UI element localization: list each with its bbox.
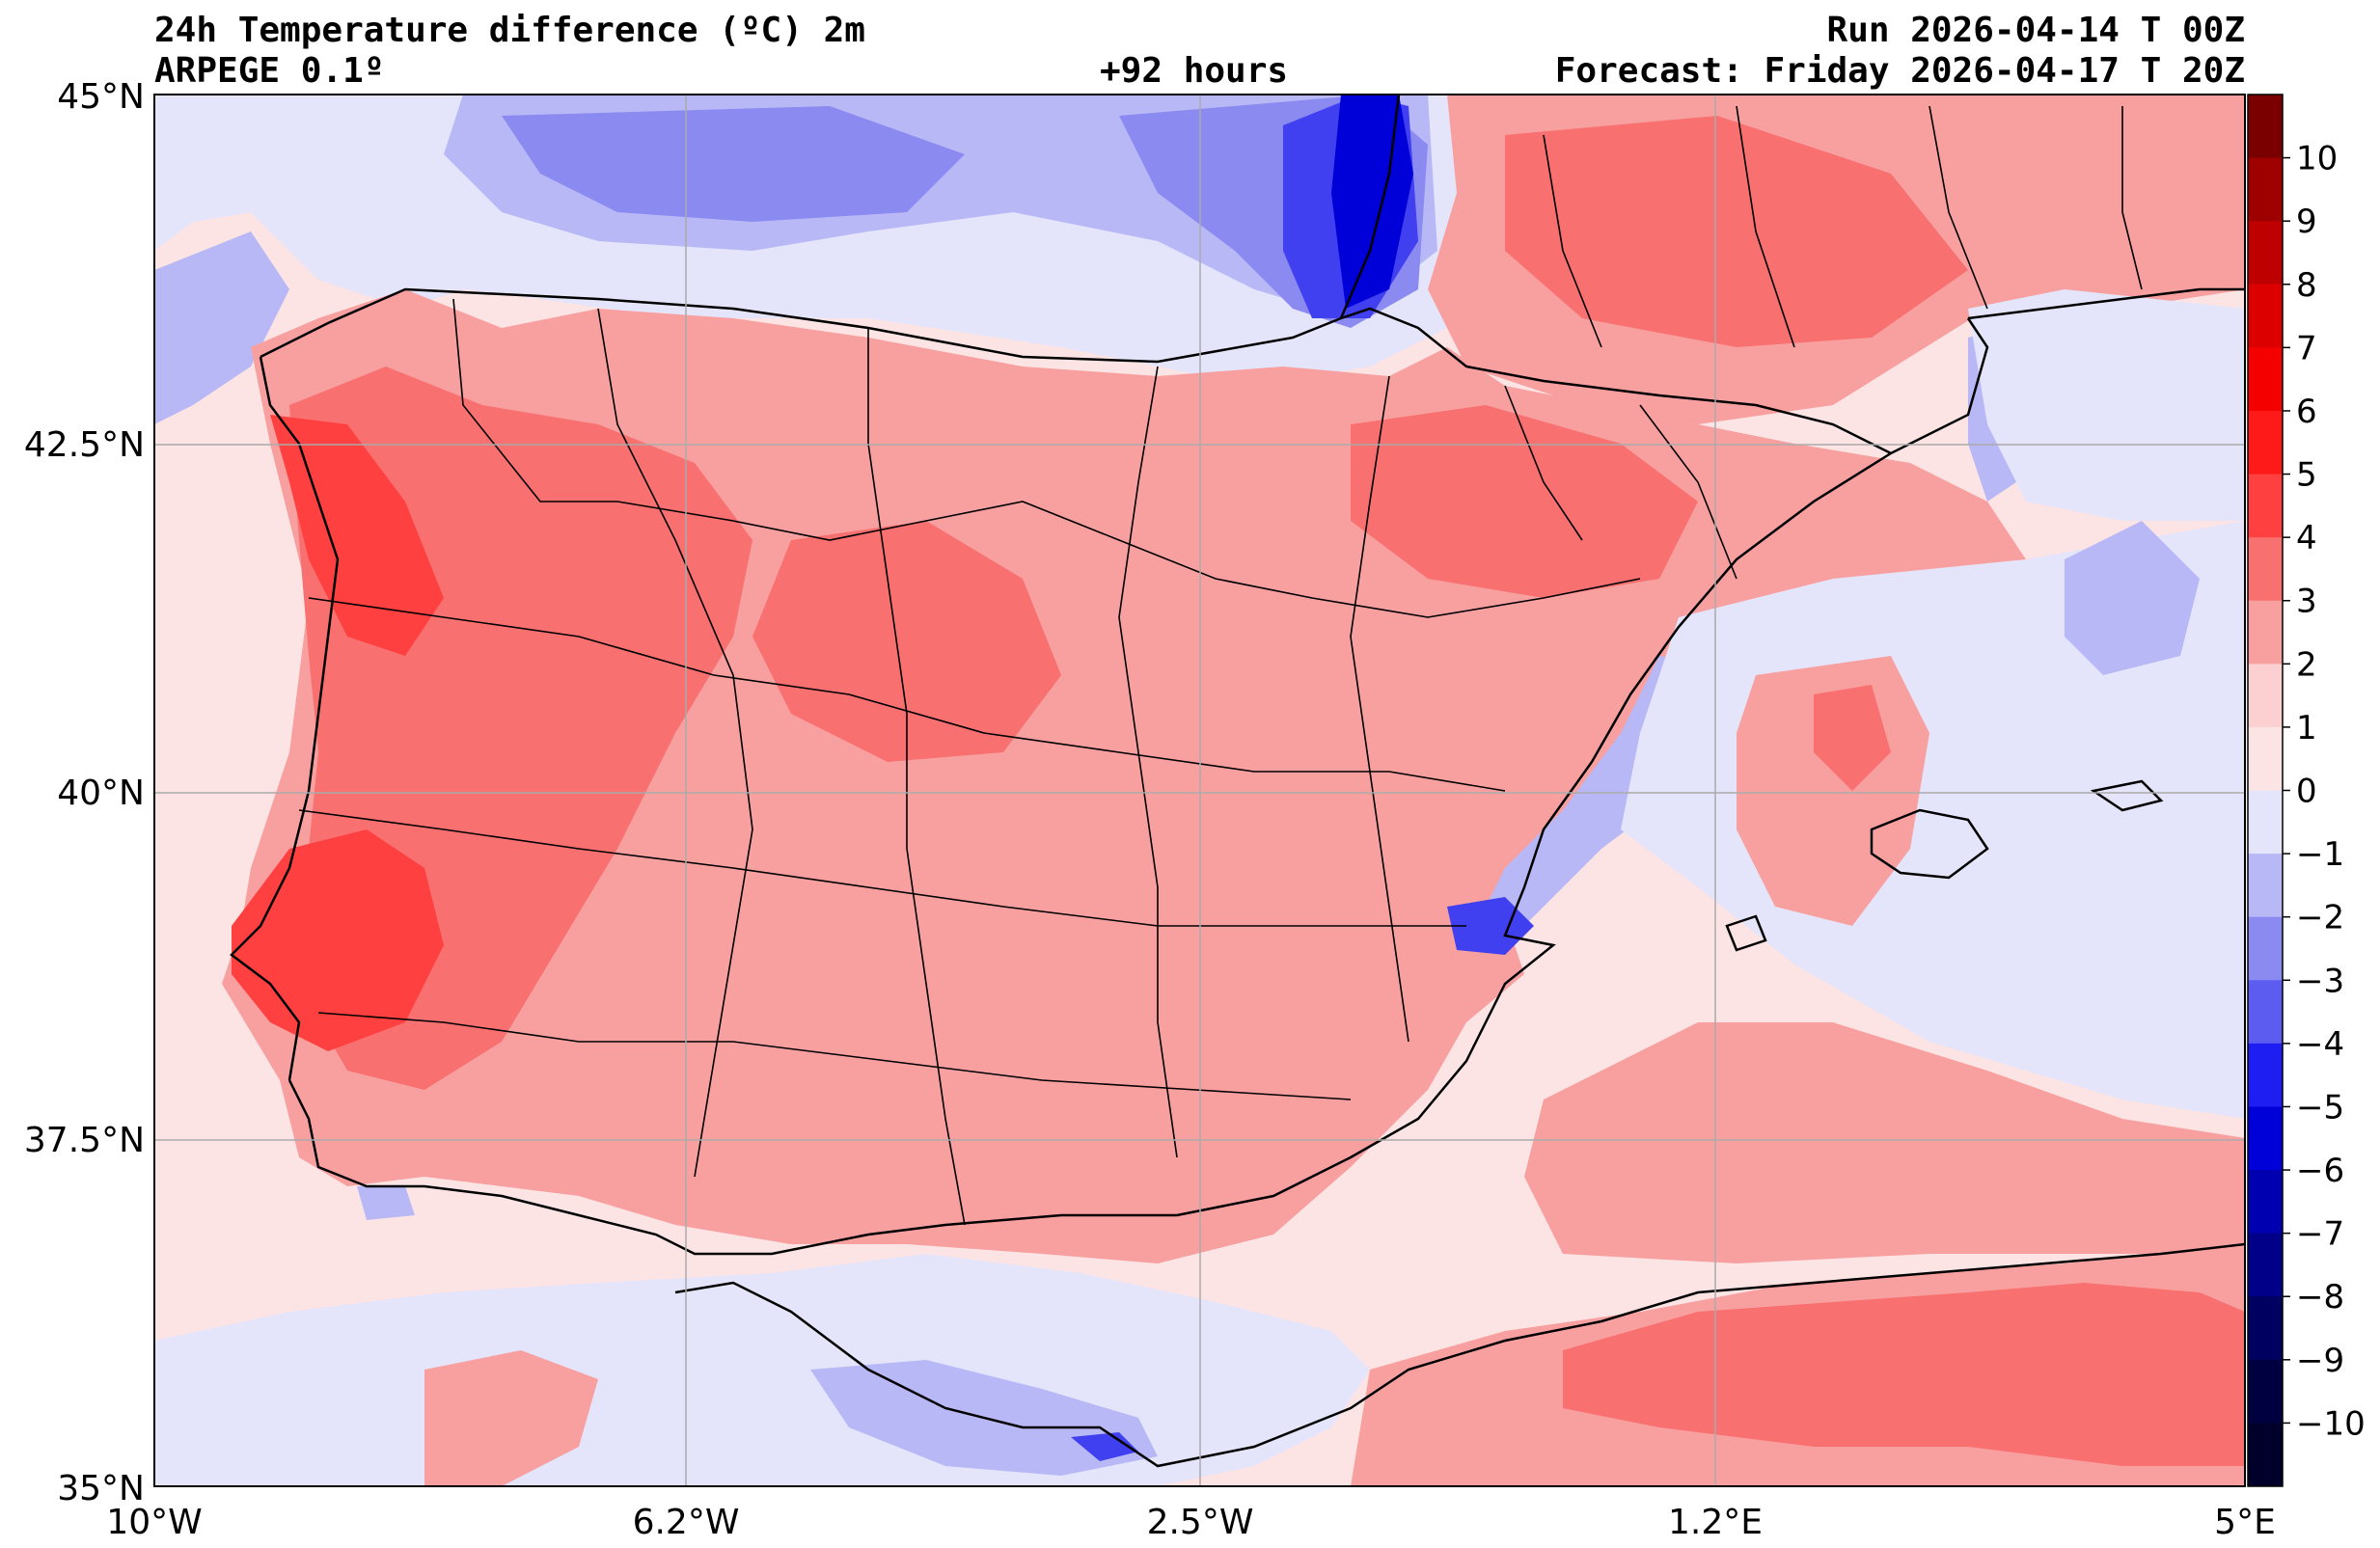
internal-borders: [298, 105, 2143, 1226]
alboran-warm-band: [1524, 1022, 2245, 1263]
graticule: [154, 95, 2245, 1486]
valencia-cool-core: [1447, 897, 1534, 955]
colorbar-segment: [2248, 980, 2283, 1045]
colorbar-label: 7: [2296, 329, 2317, 367]
lon-tick-label: 2.5°W: [1147, 1503, 1254, 1542]
north-africa-coastline: [674, 1242, 2245, 1468]
colorbar-segment: [2248, 600, 2283, 665]
iberia-moderate-warm-ne: [1351, 405, 1698, 598]
colorbar-segment: [2248, 854, 2283, 918]
balearic-warm-core: [1814, 685, 1891, 791]
ibiza-outline: [1725, 914, 1767, 952]
atlantic-nw-cool: [154, 231, 289, 424]
mediterranean-cool-patch: [2065, 521, 2200, 675]
portugal-strong-warm-s: [232, 829, 444, 1051]
lat-tick-label: 42.5°N: [24, 425, 145, 465]
colorbar-label: 0: [2296, 773, 2317, 811]
latitude-tick-labels: 45°N 42.5°N 40°N 37.5°N 35°N: [24, 77, 145, 1508]
lon-tick-label: 5°E: [2214, 1503, 2276, 1542]
colorbar-label: −9: [2296, 1342, 2344, 1380]
colorbar-label: 9: [2296, 203, 2317, 241]
map-title: 24h Temperature difference (ºC) 2m: [154, 11, 865, 50]
colorbar-segment: [2248, 1296, 2283, 1361]
colorbar-segment: [2248, 284, 2283, 348]
france-moderate-warm: [1505, 116, 1968, 347]
colorbar-label: 2: [2296, 645, 2317, 684]
lat-tick-label: 40°N: [57, 774, 145, 813]
colorbar-segment: [2248, 1359, 2283, 1424]
lead-time-label: +92 hours: [1100, 51, 1289, 91]
longitude-tick-labels: 10°W 6.2°W 2.5°W 1.2°E 5°E: [106, 1503, 2276, 1542]
north-africa-moderate-warm: [1563, 1283, 2245, 1466]
colorbar-label: −10: [2296, 1404, 2366, 1443]
colorbar-label: 10: [2296, 140, 2338, 178]
colorbar-label: 4: [2296, 519, 2317, 557]
colorbar-label: −1: [2296, 835, 2344, 874]
colorbar-label: −8: [2296, 1278, 2344, 1317]
colorbar-segment: [2248, 790, 2283, 855]
colorbar-segment: [2248, 664, 2283, 728]
colorbar-label: 8: [2296, 266, 2317, 305]
colorbar-segment: [2248, 726, 2283, 791]
iberia-moderate-warm-c: [752, 521, 1061, 762]
lon-tick-label: 1.2°E: [1668, 1503, 1763, 1542]
menorca-outline: [2090, 779, 2164, 812]
colorbar-label: −2: [2296, 899, 2344, 937]
colorbar-label: −6: [2296, 1152, 2344, 1190]
colorbar-label: 3: [2296, 583, 2317, 621]
colorbar-segment: [2248, 221, 2283, 285]
colorbar-label: −4: [2296, 1025, 2344, 1064]
colorbar-label: 6: [2296, 393, 2317, 431]
colorbar-segment: [2248, 1233, 2283, 1297]
lat-tick-label: 45°N: [57, 77, 145, 117]
cadiz-cool-patch: [357, 1186, 415, 1220]
colorbar-segment: [2248, 157, 2283, 222]
lon-tick-label: 10°W: [106, 1503, 202, 1542]
colorbar-segment: [2248, 1170, 2283, 1235]
lon-tick-label: 6.2°W: [633, 1503, 740, 1542]
morocco-warm: [424, 1350, 598, 1486]
portugal-strong-warm-n: [270, 415, 444, 656]
france-coastline: [1339, 95, 2245, 320]
colorbar-label: −3: [2296, 962, 2344, 1000]
colorbar-segment: [2248, 347, 2283, 412]
colorbar-segment: [2248, 1106, 2283, 1171]
lat-tick-label: 35°N: [57, 1469, 145, 1508]
colorbar-segment: [2248, 1043, 2283, 1107]
colorbar-segment: [2248, 95, 2283, 159]
forecast-label: Forecast: Friday 2026-04-17 T 20Z: [1554, 51, 2245, 91]
gulf-of-lion-cool: [1968, 289, 2245, 521]
colorbar-segment: [2248, 1423, 2283, 1487]
colorbar-segment: [2248, 916, 2283, 981]
colorbar-segment: [2248, 537, 2283, 602]
biscay-cool-patch: [502, 106, 965, 222]
balearic-cool-area: [1621, 521, 2245, 1119]
colorbar-label: −5: [2296, 1088, 2344, 1127]
colorbar-label: 1: [2296, 709, 2317, 747]
colorbar-segment: [2248, 474, 2283, 538]
plot-frame: [153, 94, 2246, 1487]
colorbar-segment: [2248, 410, 2283, 475]
colorbar-label: 5: [2296, 456, 2317, 495]
iberia-coastline: [230, 287, 1989, 1256]
colorbar-label: −7: [2296, 1215, 2344, 1254]
run-label: Run 2026-04-14 T 00Z: [1826, 11, 2245, 50]
model-label: ARPEGE 0.1º: [154, 51, 385, 91]
mallorca-outline: [1870, 808, 1989, 880]
lat-tick-label: 37.5°N: [24, 1121, 145, 1160]
alboran-strong-cool: [1071, 1432, 1138, 1461]
